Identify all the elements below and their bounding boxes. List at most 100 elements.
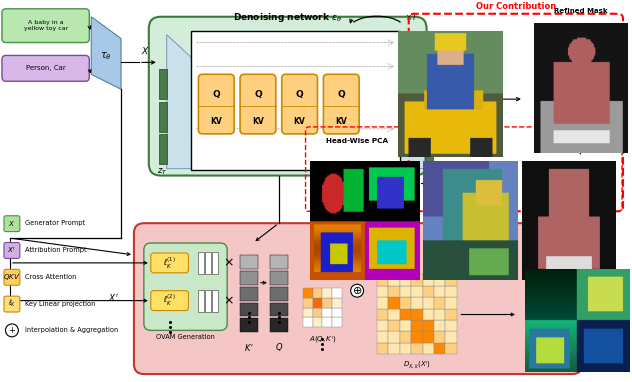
FancyBboxPatch shape xyxy=(151,253,188,273)
Bar xyxy=(389,320,400,331)
Bar xyxy=(400,309,411,320)
Bar xyxy=(400,343,411,354)
FancyBboxPatch shape xyxy=(4,216,20,231)
Bar xyxy=(205,290,211,312)
Text: Q: Q xyxy=(337,90,345,99)
Bar xyxy=(446,343,457,354)
Text: $\times T$: $\times T$ xyxy=(404,11,418,22)
Text: $\oplus$: $\oplus$ xyxy=(352,285,362,296)
Bar xyxy=(332,308,343,317)
Bar xyxy=(423,297,434,309)
Bar xyxy=(312,298,322,308)
Bar xyxy=(400,297,411,309)
Bar xyxy=(446,297,457,309)
Circle shape xyxy=(351,284,363,297)
Text: $QKV$: $QKV$ xyxy=(3,272,21,282)
Text: $K'$: $K'$ xyxy=(244,342,254,353)
Text: Denoising network $\epsilon_\theta$: Denoising network $\epsilon_\theta$ xyxy=(233,11,343,24)
Text: $\ell_K$: $\ell_K$ xyxy=(8,298,16,309)
Bar xyxy=(377,297,389,309)
Bar xyxy=(425,70,432,99)
Bar xyxy=(434,320,446,331)
Text: $\times$: $\times$ xyxy=(223,294,234,307)
Bar xyxy=(377,286,389,297)
Bar xyxy=(377,320,389,331)
Text: $A\left(Q,K'\right)$: $A\left(Q,K'\right)$ xyxy=(308,335,336,346)
Bar xyxy=(423,331,434,343)
Text: $\times$: $\times$ xyxy=(223,256,234,269)
Bar xyxy=(411,309,423,320)
Bar xyxy=(446,320,457,331)
Bar xyxy=(159,102,167,132)
Text: $\tau_\theta$: $\tau_\theta$ xyxy=(100,50,112,62)
Bar xyxy=(411,343,423,354)
Bar xyxy=(322,298,332,308)
Bar xyxy=(411,286,423,297)
Text: Person, Car: Person, Car xyxy=(26,65,66,71)
Bar xyxy=(377,343,389,354)
Bar xyxy=(446,286,457,297)
Bar xyxy=(303,288,312,298)
Bar xyxy=(446,309,457,320)
Text: KV: KV xyxy=(210,117,222,126)
Text: Head-Wise PCA: Head-Wise PCA xyxy=(326,138,388,144)
Bar xyxy=(411,320,423,331)
Text: $Q$: $Q$ xyxy=(275,341,283,353)
Text: Cross Attention: Cross Attention xyxy=(25,274,76,280)
Bar xyxy=(434,274,446,286)
Bar xyxy=(446,274,457,286)
Polygon shape xyxy=(397,35,425,168)
FancyBboxPatch shape xyxy=(134,223,582,374)
FancyBboxPatch shape xyxy=(198,74,234,134)
Bar xyxy=(423,274,434,286)
FancyBboxPatch shape xyxy=(149,17,427,176)
Text: Q: Q xyxy=(254,90,262,99)
Text: KV: KV xyxy=(294,117,305,126)
Bar xyxy=(446,331,457,343)
Text: $X'$: $X'$ xyxy=(108,291,119,303)
Bar xyxy=(434,343,446,354)
Text: Interpolation & Aggregation: Interpolation & Aggregation xyxy=(25,327,118,333)
FancyBboxPatch shape xyxy=(2,9,89,42)
Text: KV: KV xyxy=(336,117,347,126)
Bar xyxy=(322,317,332,327)
Bar xyxy=(423,286,434,297)
FancyBboxPatch shape xyxy=(151,291,188,311)
Bar xyxy=(312,288,322,298)
Bar xyxy=(322,308,332,317)
Bar xyxy=(212,252,218,274)
Text: Q: Q xyxy=(296,90,303,99)
Text: $\mathcal{D}$: $\mathcal{D}$ xyxy=(441,84,452,96)
Bar xyxy=(270,303,288,317)
Bar xyxy=(400,320,411,331)
Bar xyxy=(240,255,258,269)
Text: $\ell_K^{(2)}$: $\ell_K^{(2)}$ xyxy=(163,293,176,308)
Bar xyxy=(191,31,400,170)
Bar xyxy=(389,309,400,320)
Bar xyxy=(312,308,322,317)
Polygon shape xyxy=(91,17,121,89)
Bar xyxy=(198,252,204,274)
Bar xyxy=(389,343,400,354)
Bar xyxy=(389,331,400,343)
Bar xyxy=(434,286,446,297)
Bar xyxy=(389,297,400,309)
Circle shape xyxy=(6,324,18,337)
Bar xyxy=(205,252,211,274)
Bar xyxy=(411,331,423,343)
Bar xyxy=(425,134,432,163)
Text: $\ell_K^{(1)}$: $\ell_K^{(1)}$ xyxy=(163,255,176,270)
Bar xyxy=(312,317,322,327)
Bar xyxy=(303,298,312,308)
Bar xyxy=(423,343,434,354)
Text: $X'$: $X'$ xyxy=(8,245,16,255)
FancyBboxPatch shape xyxy=(4,243,20,259)
Bar xyxy=(270,271,288,285)
Polygon shape xyxy=(167,35,193,168)
FancyBboxPatch shape xyxy=(324,74,359,134)
Text: $z_T$: $z_T$ xyxy=(157,167,167,177)
Bar xyxy=(434,297,446,309)
Bar xyxy=(423,320,434,331)
Bar xyxy=(332,317,343,327)
Bar xyxy=(270,287,288,301)
